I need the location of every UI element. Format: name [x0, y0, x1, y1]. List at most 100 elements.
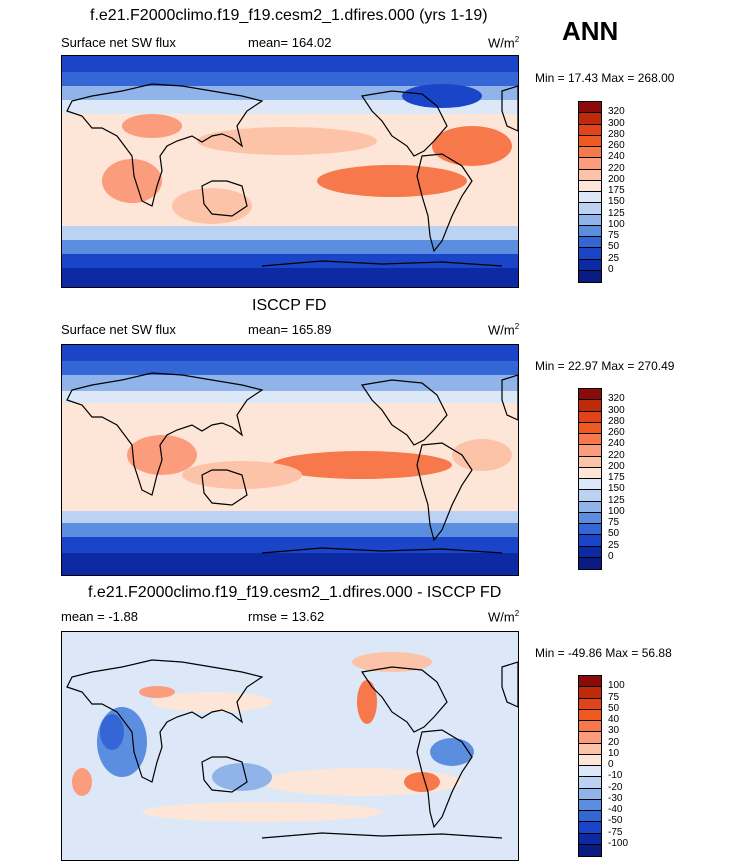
panel2-colorbar-swatch [579, 490, 601, 502]
panel3-colorbar-tick-label: 100 [608, 680, 625, 692]
panel1-colorbar-tick-label: 300 [608, 117, 625, 129]
panel1-map [61, 55, 519, 288]
panel2-colorbar-tick-label: 260 [608, 427, 625, 438]
top-panel-title: f.e21.F2000climo.f19_f19.cesm2_1.dfires.… [90, 7, 488, 24]
panel3-colorbar-tick-label: -100 [608, 837, 629, 849]
season-label: ANN [562, 16, 619, 46]
panel2-colorbar-swatch [579, 546, 601, 558]
panel1-colorbar-tick-label: 200 [608, 173, 625, 185]
panel2-colorbar [578, 388, 602, 570]
panel3-units: W/m2 [488, 609, 520, 625]
panel3-colorbar-swatch [579, 799, 601, 811]
panel1-colorbar-tick-label: 75 [608, 230, 620, 241]
bottom-panel-title: f.e21.F2000climo.f19_f19.cesm2_1.dfires.… [88, 584, 502, 601]
panel2-mean: mean= 165.89 [248, 322, 332, 337]
panel3-colorbar-swatch [579, 721, 601, 733]
panel2-colorbar-swatch [579, 422, 601, 434]
panel1-colorbar-swatch [579, 214, 601, 226]
panel1-colorbar-tick-label: 280 [608, 128, 625, 140]
panel3-colorbar-swatch [579, 833, 601, 845]
panel3-colorbar-swatch [579, 709, 601, 721]
panel1-colorbar-tick-label: 150 [608, 196, 625, 208]
panel2-colorbar-tick-label: 280 [608, 415, 625, 427]
panel2-variable: Surface net SW flux [61, 322, 176, 337]
panel2-colorbar-swatch [579, 557, 601, 569]
panel2-colorbar-tick-label: 320 [608, 393, 625, 405]
panel1-colorbar-swatch [579, 225, 601, 237]
panel1-colorbar-swatch [579, 203, 601, 215]
panel1-units: W/m2 [488, 35, 520, 51]
panel1-colorbar-tick-label: 0 [608, 263, 614, 275]
panel1-colorbar-tick-label: 220 [608, 162, 625, 174]
panel3-mean: mean = -1.88 [61, 609, 138, 624]
panel3-colorbar-swatch [579, 698, 601, 710]
panel1-colorbar-swatch [579, 237, 601, 249]
panel3-colorbar-swatch [579, 766, 601, 778]
panel1-colorbar-swatch [579, 169, 601, 181]
panel1-colorbar-swatch [579, 270, 601, 282]
panel2-colorbar-swatch [579, 411, 601, 423]
panel3-colorbar-swatch [579, 811, 601, 823]
panel1-colorbar-tick-label: 25 [608, 252, 620, 264]
panel2-colorbar-tick-label: 300 [608, 404, 625, 416]
panel1-colorbar-swatch [579, 158, 601, 170]
panel3-colorbar-swatch [579, 822, 601, 834]
panel1-colorbar-tick-label: 175 [608, 185, 625, 196]
panel2-colorbar-swatch [579, 467, 601, 479]
panel1-colorbar-swatch [579, 259, 601, 271]
panel1-mean: mean= 164.02 [248, 35, 332, 50]
middle-panel-title: ISCCP FD [252, 297, 327, 314]
panel2-colorbar-tick-label: 75 [608, 517, 620, 528]
panel2-map [61, 344, 519, 576]
panel2-colorbar-tick-label: 220 [608, 449, 625, 461]
panel3-colorbar-swatch [579, 687, 601, 699]
panel2-colorbar-swatch [579, 524, 601, 536]
panel3-colorbar-swatch [579, 788, 601, 800]
panel1-colorbar-swatch [579, 147, 601, 159]
panel1-colorbar-swatch [579, 113, 601, 125]
panel2-colorbar-swatch [579, 445, 601, 457]
panel2-colorbar-tick-label: 200 [608, 460, 625, 472]
panel2-colorbar-tick-label: 125 [608, 494, 625, 506]
panel2-units: W/m2 [488, 322, 520, 338]
panel1-colorbar-swatch [579, 248, 601, 260]
panel2-colorbar-tick-label: 100 [608, 505, 625, 517]
panel3-colorbar-tick-label: 50 [608, 702, 620, 714]
panel3-colorbar-tick-label: -20 [608, 781, 623, 793]
panel1-colorbar-swatch [579, 180, 601, 192]
panel3-colorbar-swatch [579, 743, 601, 755]
panel2-colorbar-tick-label: 50 [608, 528, 620, 540]
panel2-colorbar-swatch [579, 456, 601, 468]
panel2-colorbar-tick-label: 175 [608, 472, 625, 483]
panel2-colorbar-swatch [579, 389, 601, 401]
panel1-colorbar-tick-label: 125 [608, 207, 625, 219]
panel3-colorbar-tick-label: -30 [608, 792, 623, 804]
panel1-colorbar-swatch [579, 102, 601, 114]
panel2-colorbar-tick-label: 25 [608, 539, 620, 551]
panel3-colorbar-tick-label: 0 [608, 759, 614, 770]
panel3-colorbar-swatch [579, 844, 601, 856]
panel3-colorbar-tick-label: -50 [608, 815, 623, 827]
panel2-colorbar-tick-label: 150 [608, 483, 625, 495]
panel2-colorbar-swatch [579, 434, 601, 446]
panel2-colorbar-swatch [579, 501, 601, 513]
panel3-colorbar-tick-label: 30 [608, 725, 620, 737]
panel3-colorbar [578, 675, 602, 857]
panel3-minmax: Min = -49.86 Max = 56.88 [535, 646, 672, 660]
panel3-colorbar-tick-label: 20 [608, 736, 620, 748]
panel1-colorbar-tick-label: 260 [608, 140, 625, 151]
panel3-colorbar-tick-label: -10 [608, 770, 623, 782]
panel1-colorbar [578, 101, 602, 283]
panel3-colorbar-swatch [579, 754, 601, 766]
panel1-colorbar-swatch [579, 135, 601, 147]
panel1-colorbar-swatch [579, 192, 601, 204]
panel2-colorbar-swatch [579, 400, 601, 412]
panel3-colorbar-swatch [579, 732, 601, 744]
panel1-colorbar-tick-label: 100 [608, 218, 625, 230]
panel3-colorbar-swatch [579, 676, 601, 688]
panel2-colorbar-tick-label: 240 [608, 438, 625, 450]
panel1-colorbar-tick-label: 50 [608, 241, 620, 253]
panel3-colorbar-tick-label: 75 [608, 691, 620, 703]
panel3-colorbar-tick-label: 10 [608, 747, 620, 759]
panel3-colorbar-tick-label: -75 [608, 826, 623, 838]
